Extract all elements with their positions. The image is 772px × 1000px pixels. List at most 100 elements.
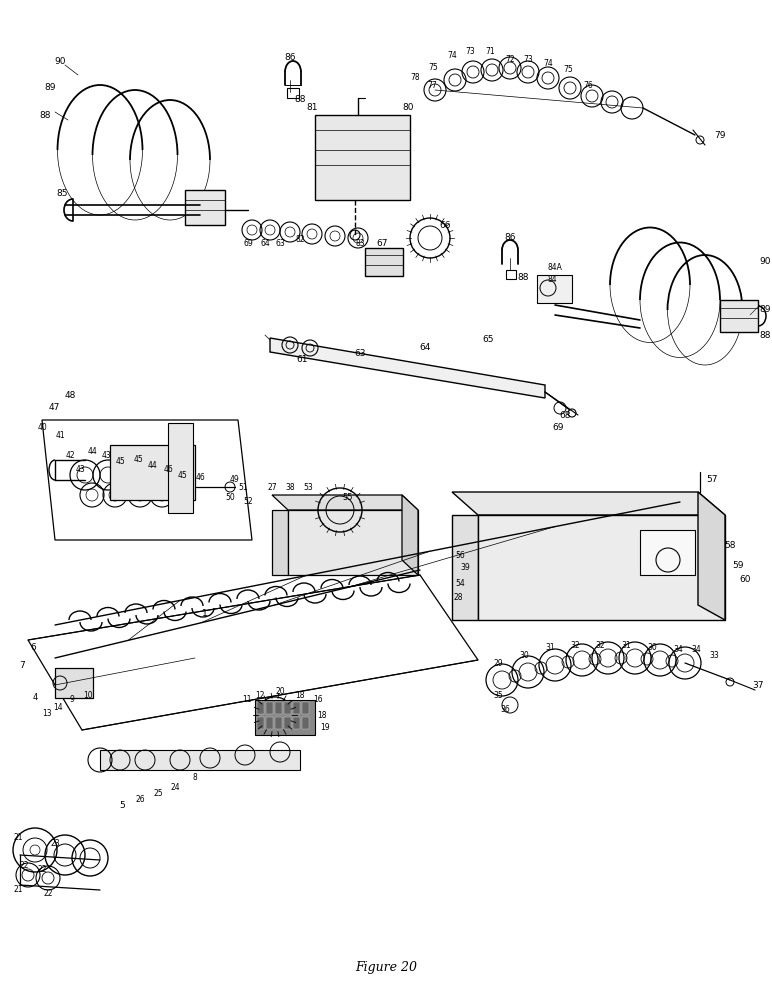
Polygon shape bbox=[272, 495, 418, 510]
Text: 60: 60 bbox=[740, 576, 750, 584]
Text: 47: 47 bbox=[49, 403, 59, 412]
Text: 31: 31 bbox=[545, 644, 555, 652]
Text: 37: 37 bbox=[752, 680, 764, 690]
Bar bbox=[257, 717, 264, 729]
Bar bbox=[720, 300, 758, 332]
Bar bbox=[185, 190, 225, 225]
Text: 29: 29 bbox=[493, 658, 503, 668]
Text: 28: 28 bbox=[453, 593, 462, 602]
Text: 82: 82 bbox=[295, 235, 305, 244]
Polygon shape bbox=[452, 515, 478, 620]
Text: 18: 18 bbox=[317, 710, 327, 720]
Text: 39: 39 bbox=[460, 564, 470, 572]
Bar bbox=[275, 702, 282, 714]
Text: 75: 75 bbox=[563, 66, 573, 75]
Text: 32: 32 bbox=[571, 641, 580, 650]
Text: 78: 78 bbox=[410, 74, 420, 83]
Text: 8: 8 bbox=[193, 774, 198, 782]
Text: 86: 86 bbox=[284, 52, 296, 62]
Bar bbox=[55, 668, 93, 698]
Text: 42: 42 bbox=[65, 450, 75, 460]
Text: 52: 52 bbox=[243, 497, 252, 506]
Text: 68: 68 bbox=[559, 410, 571, 420]
Text: 36: 36 bbox=[500, 706, 510, 714]
Polygon shape bbox=[288, 510, 418, 575]
Text: 72: 72 bbox=[505, 55, 515, 64]
Bar bbox=[110, 445, 195, 500]
Text: 45: 45 bbox=[178, 472, 188, 481]
Text: 31: 31 bbox=[621, 641, 631, 650]
Text: 59: 59 bbox=[733, 560, 743, 570]
Text: 90: 90 bbox=[54, 57, 66, 66]
Bar bbox=[257, 702, 264, 714]
Text: 26: 26 bbox=[135, 796, 145, 804]
Text: 54: 54 bbox=[455, 578, 465, 587]
Text: 23: 23 bbox=[50, 838, 59, 848]
Text: 11: 11 bbox=[242, 696, 252, 704]
Bar bbox=[315, 115, 410, 200]
Text: 84A: 84A bbox=[547, 263, 563, 272]
Text: 86: 86 bbox=[504, 232, 516, 241]
Text: 25: 25 bbox=[153, 788, 163, 798]
Text: 88: 88 bbox=[517, 273, 529, 282]
Text: 64: 64 bbox=[260, 239, 270, 248]
Text: 80: 80 bbox=[402, 103, 414, 111]
Polygon shape bbox=[478, 515, 725, 620]
Text: 61: 61 bbox=[296, 356, 308, 364]
Text: 46: 46 bbox=[195, 473, 205, 482]
Text: 90: 90 bbox=[759, 257, 770, 266]
Text: 40: 40 bbox=[38, 422, 48, 432]
Text: 74: 74 bbox=[447, 51, 457, 60]
Text: 76: 76 bbox=[583, 81, 593, 90]
Polygon shape bbox=[402, 495, 418, 575]
Bar bbox=[293, 717, 300, 729]
Text: 55: 55 bbox=[343, 492, 354, 502]
Text: 75: 75 bbox=[428, 64, 438, 73]
Text: 83: 83 bbox=[355, 239, 365, 248]
Text: 56: 56 bbox=[455, 550, 465, 560]
Polygon shape bbox=[452, 492, 725, 515]
Text: 67: 67 bbox=[376, 238, 388, 247]
Text: 44: 44 bbox=[87, 448, 96, 456]
Bar bbox=[302, 717, 309, 729]
Text: 69: 69 bbox=[552, 422, 564, 432]
Text: 89: 89 bbox=[44, 83, 56, 92]
Text: 50: 50 bbox=[225, 492, 235, 502]
Text: 18: 18 bbox=[295, 692, 305, 700]
Text: 89: 89 bbox=[759, 306, 770, 314]
Text: 58: 58 bbox=[724, 540, 736, 550]
Bar bbox=[284, 702, 291, 714]
Text: 24: 24 bbox=[170, 782, 180, 792]
Text: 20: 20 bbox=[275, 688, 285, 696]
Text: 64: 64 bbox=[419, 344, 431, 353]
Bar bbox=[275, 717, 282, 729]
Bar bbox=[284, 717, 291, 729]
Text: 85: 85 bbox=[56, 188, 68, 198]
Text: 22: 22 bbox=[43, 888, 52, 898]
Bar bbox=[266, 702, 273, 714]
Text: 13: 13 bbox=[42, 710, 52, 718]
Text: 46: 46 bbox=[163, 466, 173, 475]
Text: 30: 30 bbox=[647, 644, 657, 652]
Text: 38: 38 bbox=[285, 483, 295, 491]
Text: 34: 34 bbox=[673, 646, 683, 654]
Text: 73: 73 bbox=[465, 47, 475, 56]
Bar bbox=[293, 702, 300, 714]
Text: 22: 22 bbox=[19, 860, 29, 869]
Polygon shape bbox=[270, 338, 545, 398]
Text: 30: 30 bbox=[519, 650, 529, 660]
Text: 34: 34 bbox=[691, 646, 701, 654]
Text: 14: 14 bbox=[53, 704, 63, 712]
Text: 32: 32 bbox=[595, 641, 604, 650]
Text: Figure 20: Figure 20 bbox=[355, 962, 417, 974]
Text: 43: 43 bbox=[101, 450, 111, 460]
Bar bbox=[537, 275, 572, 303]
Text: 57: 57 bbox=[706, 476, 718, 485]
Polygon shape bbox=[272, 510, 288, 575]
Text: 5: 5 bbox=[119, 800, 125, 810]
Bar bbox=[287, 88, 299, 98]
Text: 44: 44 bbox=[148, 460, 158, 470]
Text: 6: 6 bbox=[30, 644, 36, 652]
Text: 35: 35 bbox=[493, 690, 503, 700]
Text: 45: 45 bbox=[133, 456, 143, 464]
